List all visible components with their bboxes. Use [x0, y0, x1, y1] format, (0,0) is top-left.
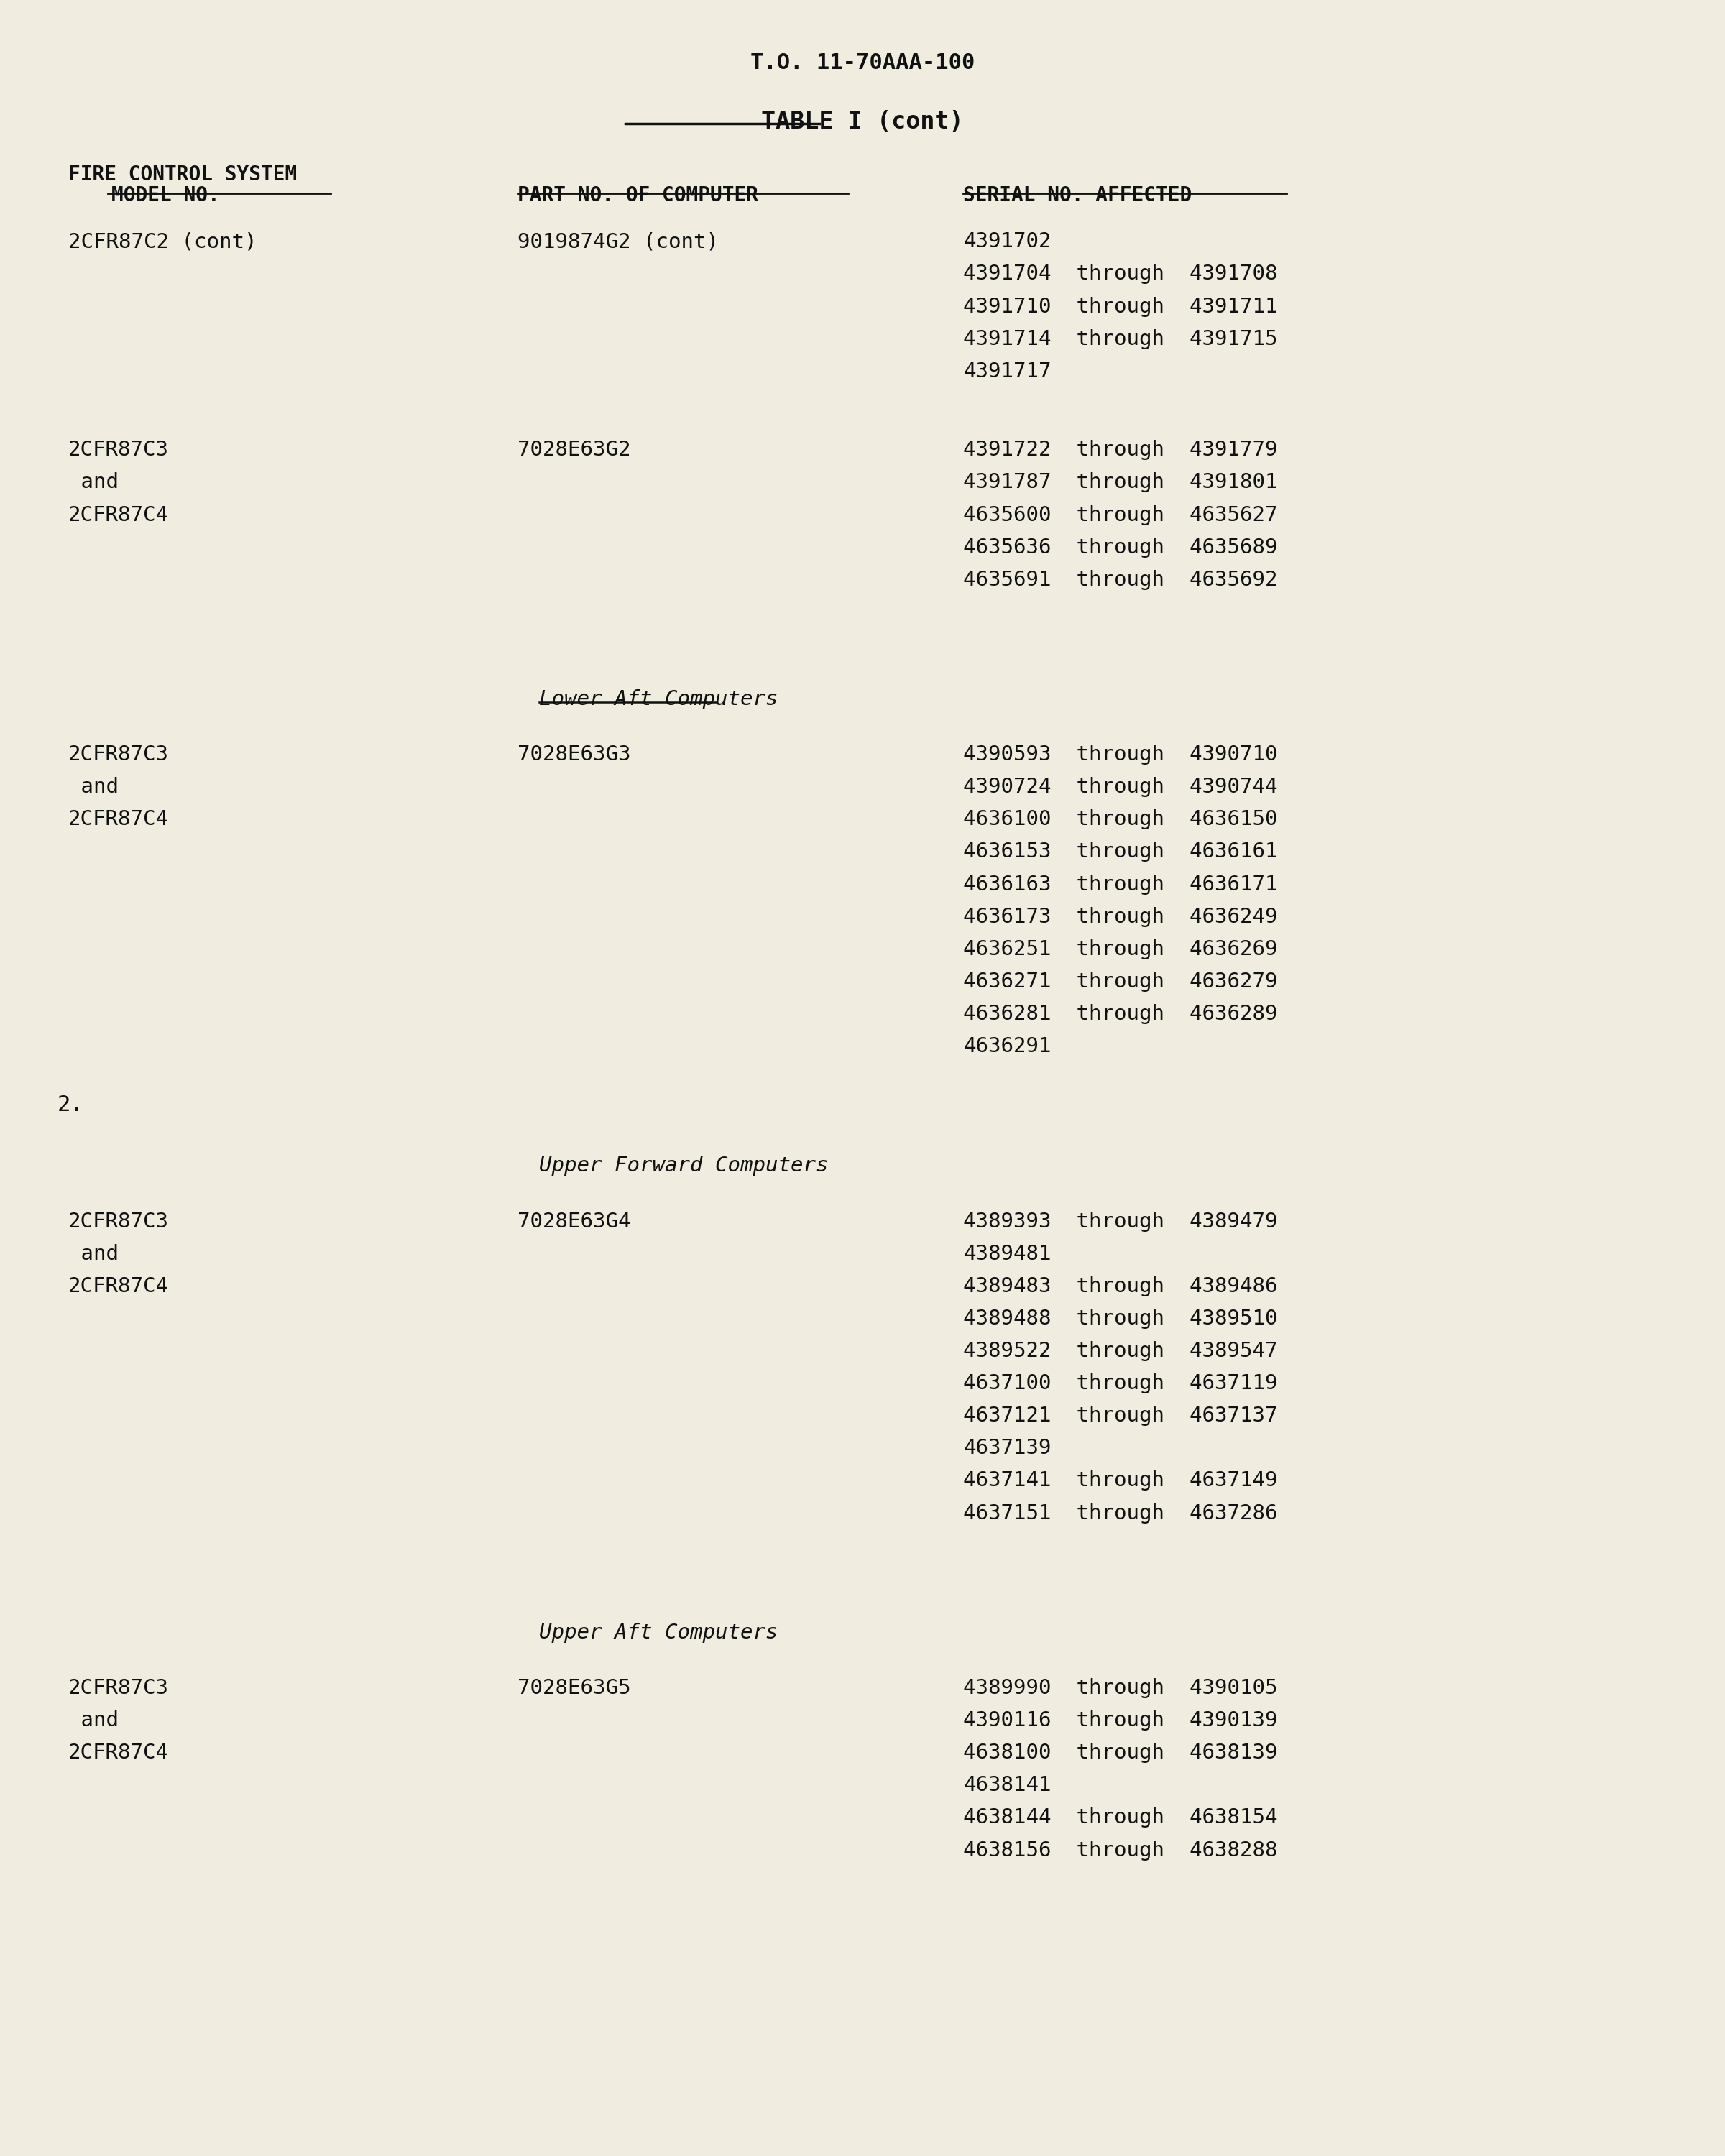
Text: SERIAL NO. AFFECTED: SERIAL NO. AFFECTED — [963, 185, 1192, 205]
Text: 7028E63G5: 7028E63G5 — [518, 1677, 631, 1699]
Text: 7028E63G3: 7028E63G3 — [518, 744, 631, 765]
Text: Upper Forward Computers: Upper Forward Computers — [538, 1156, 828, 1175]
Text: 2.: 2. — [57, 1095, 85, 1115]
Text: 4636291: 4636291 — [963, 1037, 1051, 1056]
Text: 9019874G2 (cont): 9019874G2 (cont) — [518, 231, 719, 252]
Text: 4389522  through  4389547: 4389522 through 4389547 — [963, 1341, 1278, 1360]
Text: 4391722  through  4391779: 4391722 through 4391779 — [963, 440, 1278, 459]
Text: 4389990  through  4390105: 4389990 through 4390105 — [963, 1677, 1278, 1699]
Text: Lower Aft Computers: Lower Aft Computers — [538, 690, 778, 709]
Text: 2CFR87C4: 2CFR87C4 — [69, 808, 169, 830]
Text: 7028E63G2: 7028E63G2 — [518, 440, 631, 459]
Text: TABLE I (cont): TABLE I (cont) — [761, 110, 964, 134]
Text: 4636281  through  4636289: 4636281 through 4636289 — [963, 1005, 1278, 1024]
Text: and: and — [69, 1244, 119, 1263]
Text: 4391787  through  4391801: 4391787 through 4391801 — [963, 472, 1278, 492]
Text: and: and — [69, 776, 119, 798]
Text: 4391717: 4391717 — [963, 362, 1051, 382]
Text: MODEL NO.: MODEL NO. — [112, 185, 219, 205]
Text: 4637100  through  4637119: 4637100 through 4637119 — [963, 1373, 1278, 1393]
Text: 4389393  through  4389479: 4389393 through 4389479 — [963, 1212, 1278, 1231]
Text: 4635636  through  4635689: 4635636 through 4635689 — [963, 537, 1278, 558]
Text: and: and — [69, 472, 119, 492]
Text: 4391710  through  4391711: 4391710 through 4391711 — [963, 298, 1278, 317]
Text: T.O. 11-70AAA-100: T.O. 11-70AAA-100 — [750, 52, 975, 73]
Text: 2CFR87C3: 2CFR87C3 — [69, 440, 169, 459]
Text: 4636163  through  4636171: 4636163 through 4636171 — [963, 875, 1278, 895]
Text: 4391704  through  4391708: 4391704 through 4391708 — [963, 263, 1278, 285]
Text: 4390116  through  4390139: 4390116 through 4390139 — [963, 1710, 1278, 1731]
Text: Upper Aft Computers: Upper Aft Computers — [538, 1623, 778, 1643]
Text: 4638141: 4638141 — [963, 1774, 1051, 1796]
Text: 4636100  through  4636150: 4636100 through 4636150 — [963, 808, 1278, 830]
Text: 4637141  through  4637149: 4637141 through 4637149 — [963, 1470, 1278, 1490]
Text: FIRE CONTROL SYSTEM: FIRE CONTROL SYSTEM — [69, 164, 297, 185]
Text: 2CFR87C3: 2CFR87C3 — [69, 1677, 169, 1699]
Text: 2CFR87C2 (cont): 2CFR87C2 (cont) — [69, 231, 257, 252]
Text: 7028E63G4: 7028E63G4 — [518, 1212, 631, 1231]
Text: 2CFR87C4: 2CFR87C4 — [69, 1276, 169, 1296]
Text: 4389488  through  4389510: 4389488 through 4389510 — [963, 1309, 1278, 1328]
Text: 4389483  through  4389486: 4389483 through 4389486 — [963, 1276, 1278, 1296]
Text: 4636271  through  4636279: 4636271 through 4636279 — [963, 972, 1278, 992]
Text: 4390724  through  4390744: 4390724 through 4390744 — [963, 776, 1278, 798]
Text: 4637139: 4637139 — [963, 1438, 1051, 1457]
Text: PART NO. OF COMPUTER: PART NO. OF COMPUTER — [518, 185, 759, 205]
Text: and: and — [69, 1710, 119, 1731]
Text: 4390593  through  4390710: 4390593 through 4390710 — [963, 744, 1278, 765]
Text: 4636173  through  4636249: 4636173 through 4636249 — [963, 908, 1278, 927]
Text: 2CFR87C4: 2CFR87C4 — [69, 505, 169, 526]
Text: 2CFR87C3: 2CFR87C3 — [69, 1212, 169, 1231]
Text: 2CFR87C4: 2CFR87C4 — [69, 1742, 169, 1764]
Text: 4637151  through  4637286: 4637151 through 4637286 — [963, 1503, 1278, 1524]
Text: 4638144  through  4638154: 4638144 through 4638154 — [963, 1807, 1278, 1828]
Text: 4635691  through  4635692: 4635691 through 4635692 — [963, 569, 1278, 591]
Text: 4636251  through  4636269: 4636251 through 4636269 — [963, 940, 1278, 959]
Text: 4638100  through  4638139: 4638100 through 4638139 — [963, 1742, 1278, 1764]
Text: 4636153  through  4636161: 4636153 through 4636161 — [963, 841, 1278, 862]
Text: 4391702: 4391702 — [963, 231, 1051, 252]
Text: 4637121  through  4637137: 4637121 through 4637137 — [963, 1406, 1278, 1425]
Text: 4638156  through  4638288: 4638156 through 4638288 — [963, 1841, 1278, 1861]
Text: 2CFR87C3: 2CFR87C3 — [69, 744, 169, 765]
Text: 4635600  through  4635627: 4635600 through 4635627 — [963, 505, 1278, 526]
Text: 4391714  through  4391715: 4391714 through 4391715 — [963, 330, 1278, 349]
Text: 4389481: 4389481 — [963, 1244, 1051, 1263]
